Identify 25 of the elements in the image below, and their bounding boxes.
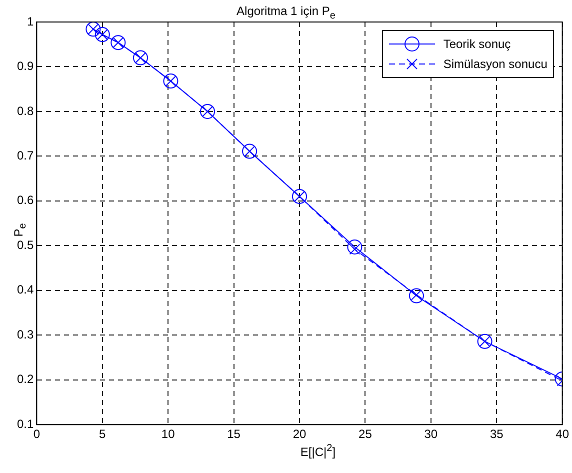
- x-tick-label: 20: [292, 427, 306, 442]
- x-tick-label: 40: [556, 427, 570, 442]
- point: [408, 288, 424, 304]
- point: [347, 240, 362, 255]
- x-tick-label: 25: [358, 427, 372, 442]
- chart-title: Algoritma 1 için P$_{e}$: [236, 4, 336, 22]
- x-tick-label: 30: [424, 427, 438, 442]
- legend-label: Simülasyon sonucu: [443, 57, 548, 71]
- y-tick-label: 0.4: [16, 282, 34, 297]
- y-tick-label: 0.3: [16, 327, 34, 342]
- x-tick-label: 35: [490, 427, 504, 442]
- x-tick-label: 15: [227, 427, 241, 442]
- y-tick-label: 0.6: [16, 193, 34, 208]
- x-tick-label: 10: [161, 427, 176, 442]
- y-tick-label: 0.9: [16, 59, 34, 74]
- y-tick-label: 1: [26, 14, 34, 28]
- legend-label: Teorik sonuç: [443, 37, 511, 51]
- y-tick-label: 0.7: [16, 148, 34, 163]
- y-tick-label: 0.5: [16, 238, 34, 252]
- x-tick-label: 5: [99, 427, 106, 442]
- x-axis-title: E[|C|$^{2}$]: [299, 443, 337, 459]
- y-tick-label: 0.2: [16, 372, 34, 386]
- x-tick-label: 0: [33, 427, 40, 442]
- y-tick-label: 0.1: [16, 416, 34, 431]
- y-tick-label: 0.8: [16, 104, 34, 118]
